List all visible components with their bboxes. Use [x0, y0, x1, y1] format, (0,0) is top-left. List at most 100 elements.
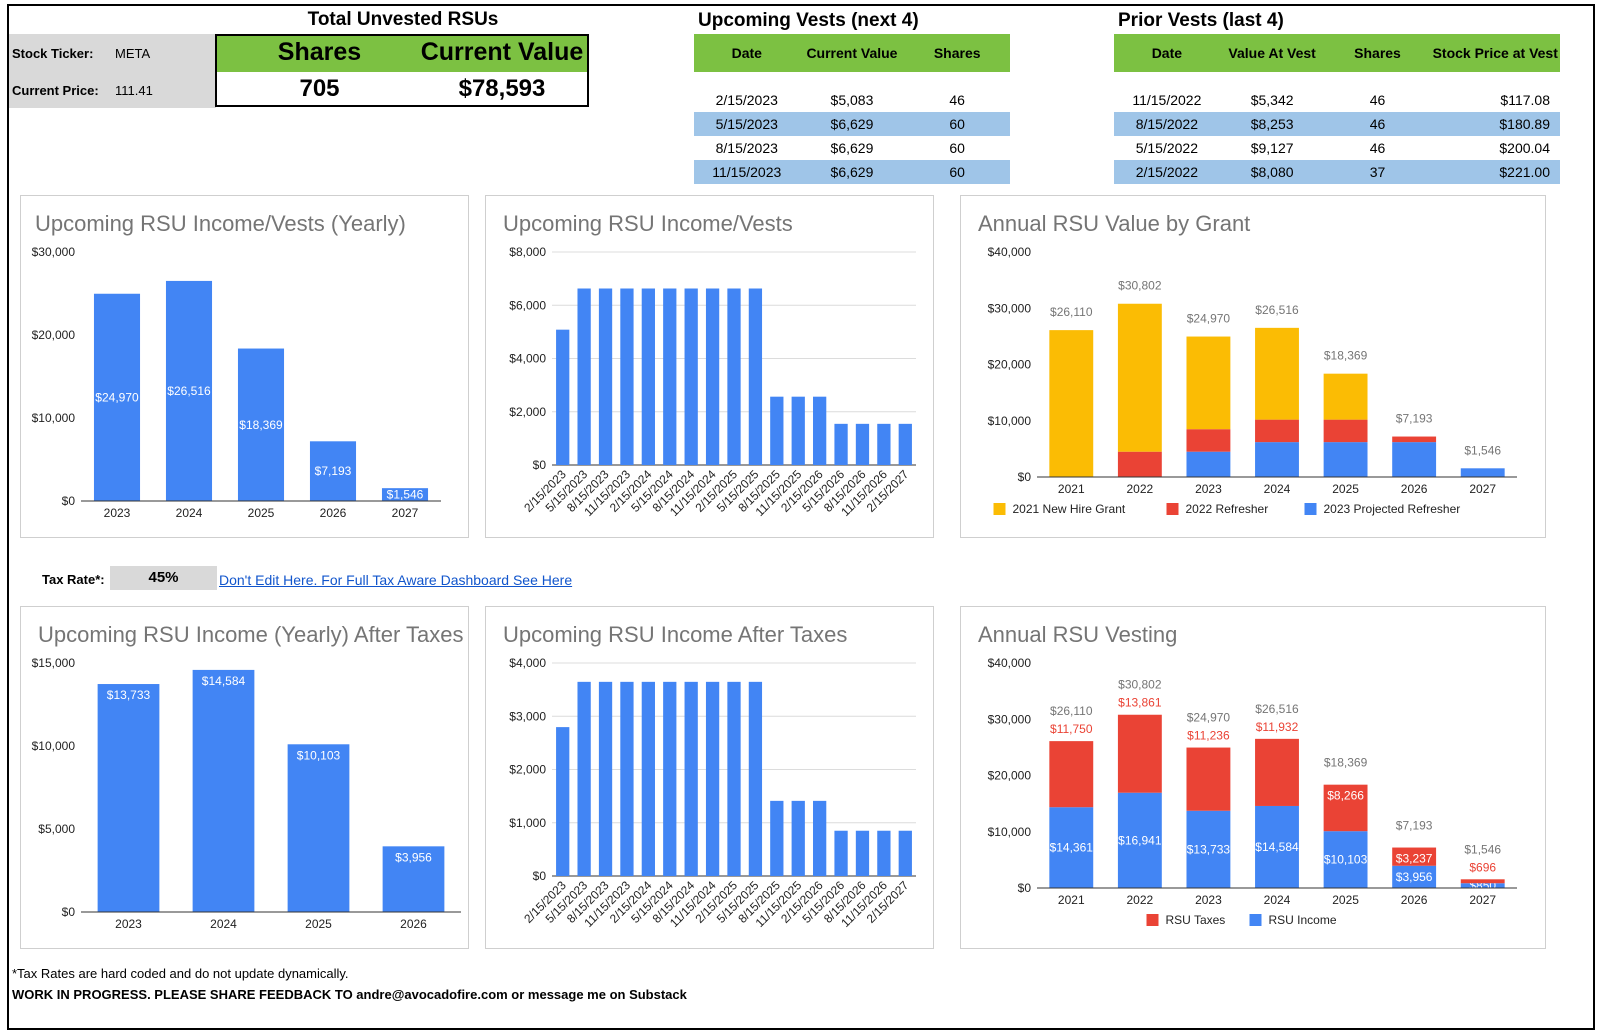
bar-segment [1049, 741, 1094, 808]
x-tick-label: 2021 [1058, 482, 1085, 496]
total-label: $24,970 [1187, 312, 1231, 326]
y-tick-label: $5,000 [38, 822, 75, 836]
x-tick-label: 2022 [1127, 893, 1154, 907]
y-tick-label: $10,000 [988, 825, 1032, 839]
chart-yearly-after-tax: Upcoming RSU Income (Yearly) After Taxes… [32, 622, 464, 931]
table-cell: $221.00 [1430, 160, 1560, 184]
bar [93, 293, 141, 501]
table-row: 2/15/2023 $5,083 46 [694, 88, 1010, 112]
total-label: $18,369 [1324, 349, 1368, 363]
bar [748, 288, 763, 465]
data-label: $13,861 [1118, 696, 1162, 710]
bar-segment [1392, 442, 1437, 477]
y-tick-label: $4,000 [509, 352, 546, 366]
footer-feedback: WORK IN PROGRESS. PLEASE SHARE FEEDBACK … [12, 987, 687, 1002]
y-tick-label: $8,000 [509, 245, 546, 259]
table-cell: 60 [904, 160, 1010, 184]
bar [727, 681, 741, 876]
bar [877, 830, 891, 876]
total-label: $1,546 [1464, 842, 1501, 856]
bar-segment [1460, 879, 1505, 884]
table-cell: 8/15/2022 [1114, 112, 1220, 136]
bar [641, 681, 655, 876]
y-tick-label: $0 [1018, 470, 1032, 484]
data-label: $24,970 [95, 390, 139, 404]
bar-segment [1323, 442, 1368, 477]
x-tick-label: 2026 [1401, 482, 1428, 496]
table-cell: 5/15/2023 [694, 112, 800, 136]
bar [877, 423, 891, 465]
prior-vests-title: Prior Vests (last 4) [1118, 10, 1284, 31]
y-tick-label: $10,000 [988, 414, 1032, 428]
bar [287, 744, 350, 912]
data-label: $14,584 [1255, 840, 1299, 854]
data-label: $10,103 [297, 748, 341, 762]
table-row: 11/15/2022 $5,342 46 $117.08 [1114, 88, 1560, 112]
price-label: Current Price: [12, 83, 99, 98]
total-label: $7,193 [1396, 819, 1433, 833]
x-tick-label: 2025 [1332, 893, 1359, 907]
table-header-row: Date Current Value Shares [694, 34, 1010, 72]
chart-title: Upcoming RSU Income (Yearly) After Taxes [38, 622, 464, 647]
table-header-row: Date Value At Vest Shares Stock Price at… [1114, 34, 1560, 72]
footer-note: *Tax Rates are hard coded and do not upd… [12, 966, 349, 981]
bar [97, 684, 160, 912]
chart-title: Upcoming RSU Income/Vests (Yearly) [35, 211, 406, 236]
chart-title: Annual RSU Value by Grant [978, 211, 1250, 236]
chart-per-vest-income: Upcoming RSU Income/Vests $0 $2,000 $4,000 $… [503, 211, 916, 519]
column-header: Stock Price at Vest [1430, 34, 1560, 72]
unvested-box: Shares Current Value 705 $78,593 [215, 34, 589, 107]
table-cell: 11/15/2022 [1132, 92, 1202, 108]
bar-segment [1255, 805, 1299, 888]
upcoming-vests-title: Upcoming Vests (next 4) [698, 10, 919, 31]
data-label: $11,932 [1256, 720, 1299, 734]
y-tick-label: $30,000 [32, 245, 76, 259]
bar [382, 846, 445, 912]
y-tick-label: $0 [533, 458, 547, 472]
y-tick-label: $20,000 [988, 769, 1032, 783]
data-label: $13,733 [1187, 842, 1231, 856]
chart-card-per-vest: Upcoming RSU Income/Vests $0 $2,000 $4,000 $… [485, 195, 934, 538]
bar [192, 669, 255, 912]
y-tick-label: $4,000 [509, 656, 546, 670]
chart-card-per-vest-after-tax: Upcoming RSU Income After Taxes $0 $1,000 $… [485, 606, 934, 949]
x-tick-label: 2024 [1264, 893, 1291, 907]
bar-segment [1117, 303, 1162, 452]
ticker-label: Stock Ticker: [12, 46, 94, 61]
x-tick-label: 2023 [1195, 482, 1222, 496]
data-label: $16,941 [1118, 833, 1162, 847]
x-tick-label: 2025 [305, 917, 332, 931]
bar-segment [1255, 327, 1299, 420]
table-cell: 46 [1369, 140, 1386, 156]
ticker-value[interactable]: META [115, 46, 151, 61]
bar-segment [1460, 468, 1505, 477]
legend-swatch [1146, 914, 1159, 926]
bar [748, 681, 763, 876]
tax-rate-input[interactable]: 45% [110, 566, 217, 590]
table-cell: 2/15/2023 [715, 92, 778, 108]
table-cell: 60 [904, 112, 1010, 136]
bar-segment [1049, 330, 1094, 477]
tax-dashboard-link[interactable]: Don't Edit Here. For Full Tax Aware Dash… [219, 572, 573, 588]
data-label: $11,750 [1050, 722, 1093, 736]
prior-vests-table: Date Value At Vest Shares Stock Price at… [1114, 34, 1560, 184]
data-label: $696 [1469, 860, 1496, 874]
data-label: $14,584 [202, 674, 246, 688]
x-tick-label: 2023 [115, 917, 142, 931]
legend-swatch [1304, 503, 1317, 515]
chart-title: Upcoming RSU Income After Taxes [503, 622, 847, 647]
legend-label: 2023 Projected Refresher [1324, 502, 1461, 516]
bar-segment [1049, 807, 1094, 888]
bar [165, 280, 213, 501]
total-label: $30,802 [1118, 678, 1162, 692]
bar [577, 681, 591, 876]
column-header: Current Value [799, 34, 905, 72]
y-tick-label: $0 [62, 905, 76, 919]
table-cell: $6,629 [799, 112, 905, 136]
bar [663, 681, 677, 876]
y-tick-label: $1,000 [509, 816, 546, 830]
column-header: Shares [1324, 34, 1431, 72]
chart-title: Upcoming RSU Income/Vests [503, 211, 793, 236]
y-tick-label: $0 [533, 869, 547, 883]
bar [834, 423, 848, 465]
